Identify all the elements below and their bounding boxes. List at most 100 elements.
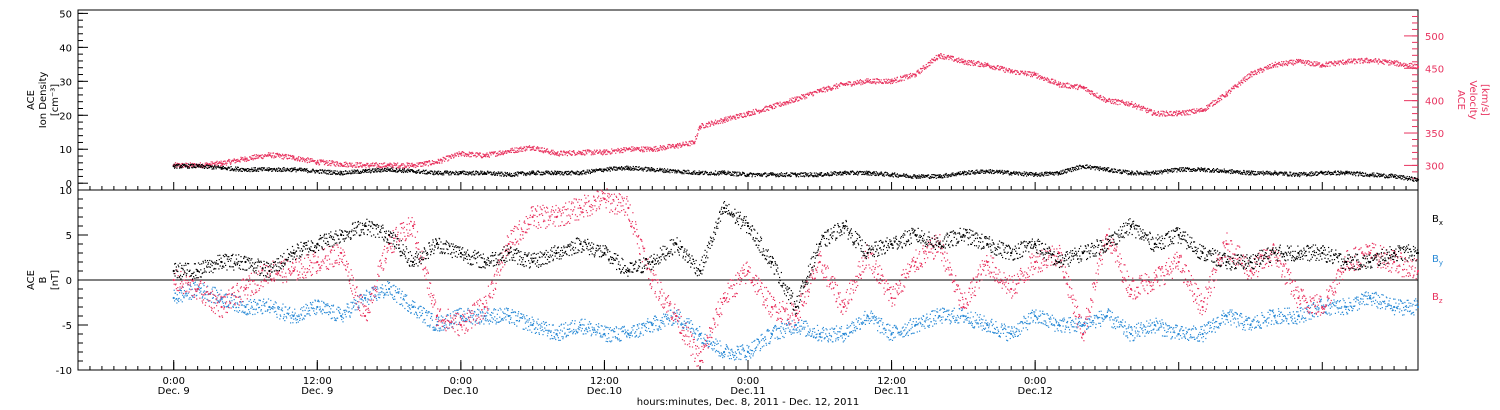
velocity-series-point: [906, 75, 908, 77]
density-series-point: [500, 172, 502, 174]
velocity-series-point: [193, 164, 195, 166]
velocity-series-point: [828, 88, 830, 90]
density-series-point: [281, 168, 284, 170]
velocity-series-point: [643, 149, 645, 151]
velocity-series-point: [1287, 62, 1289, 64]
velocity-series-point: [911, 75, 913, 77]
velocity-series-point: [1253, 71, 1255, 73]
velocity-series-point: [227, 160, 229, 162]
velocity-series-point: [1363, 60, 1365, 62]
velocity-series-point: [1147, 107, 1149, 109]
density-series-point: [317, 171, 319, 173]
velocity-series-point: [1282, 65, 1284, 67]
velocity-series-point: [288, 155, 290, 157]
velocity-series-point: [759, 111, 761, 113]
velocity-series-point: [185, 162, 187, 165]
velocity-series-point: [928, 61, 930, 64]
density-series-point: [825, 173, 827, 175]
density-series-point: [816, 176, 818, 178]
density-series-point: [1017, 173, 1019, 175]
density-series-point: [784, 176, 787, 178]
velocity-series-point: [677, 147, 679, 149]
velocity-series-point: [1335, 62, 1337, 64]
velocity-series-point: [189, 162, 191, 164]
velocity-series-point: [1251, 76, 1253, 78]
density-series-point: [807, 172, 809, 175]
velocity-series-point: [827, 85, 829, 87]
velocity-series-point: [710, 123, 712, 125]
velocity-series-point: [1308, 60, 1310, 62]
velocity-series-point: [509, 151, 511, 153]
velocity-series-point: [1165, 115, 1167, 117]
velocity-series-point: [1242, 77, 1244, 79]
velocity-series-point: [215, 164, 217, 166]
velocity-series-point: [414, 164, 416, 166]
velocity-series-point: [567, 152, 569, 154]
velocity-series-point: [779, 101, 781, 103]
velocity-series-point: [918, 72, 920, 74]
velocity-series-point: [748, 115, 750, 117]
velocity-series-point: [537, 148, 539, 150]
density-series-point: [249, 171, 251, 173]
density-series-point: [254, 167, 256, 169]
velocity-series-point: [278, 153, 280, 155]
density-series-point: [1141, 172, 1143, 174]
density-series-point: [914, 174, 916, 176]
velocity-series-point: [1402, 63, 1404, 65]
velocity-series-point: [1139, 106, 1141, 108]
density-series-point: [998, 171, 1001, 173]
velocity-series-point: [889, 81, 891, 83]
velocity-series-point: [442, 159, 444, 161]
velocity-series-point: [503, 151, 505, 153]
velocity-series-point: [233, 158, 235, 160]
velocity-series-point: [1002, 67, 1004, 69]
density-series-point: [453, 172, 455, 174]
density-series-point: [472, 170, 475, 172]
velocity-series-point: [1027, 71, 1029, 73]
density-series-point: [779, 175, 781, 177]
velocity-series-point: [1160, 113, 1162, 115]
velocity-series-point: [640, 146, 643, 148]
velocity-series-point: [714, 123, 716, 125]
velocity-series-point: [259, 155, 261, 157]
velocity-series-point: [733, 115, 735, 117]
density-series-point: [339, 170, 341, 172]
velocity-series-point: [1412, 67, 1414, 70]
velocity-series-point: [662, 147, 664, 149]
velocity-series-point: [890, 79, 892, 81]
density-series-point: [602, 168, 604, 170]
velocity-series-point: [748, 111, 750, 113]
velocity-series-point: [1107, 100, 1109, 103]
velocity-series-point: [795, 99, 797, 101]
density-series-point: [638, 166, 640, 168]
velocity-series-point: [182, 163, 184, 165]
velocity-series-point: [303, 158, 305, 160]
velocity-series-point: [721, 119, 723, 121]
velocity-series-point: [245, 160, 247, 162]
velocity-series-point: [276, 152, 278, 155]
density-series-point: [578, 171, 580, 173]
velocity-series-point: [285, 156, 287, 158]
velocity-series-point: [984, 62, 986, 64]
velocity-series-point: [235, 159, 237, 161]
velocity-series-point: [713, 124, 715, 126]
velocity-series-point: [439, 159, 441, 161]
density-series-point: [1114, 168, 1117, 170]
velocity-series-point: [1207, 108, 1210, 110]
velocity-series-point: [511, 149, 513, 151]
velocity-series-point: [1301, 62, 1303, 64]
velocity-series-point: [921, 70, 923, 72]
velocity-series-point: [865, 82, 867, 84]
velocity-series-point: [1346, 63, 1348, 65]
velocity-series-point: [526, 147, 528, 149]
density-series-point: [372, 168, 374, 170]
density-series-point: [820, 173, 822, 175]
density-series-point: [1045, 174, 1047, 176]
density-series-point: [384, 167, 386, 170]
velocity-series-point: [1268, 67, 1270, 69]
density-series-point: [872, 173, 874, 175]
velocity-series-point: [1140, 106, 1142, 108]
velocity-series-point: [1291, 59, 1293, 61]
velocity-series-point: [1174, 111, 1176, 113]
velocity-series-point: [1207, 106, 1209, 108]
